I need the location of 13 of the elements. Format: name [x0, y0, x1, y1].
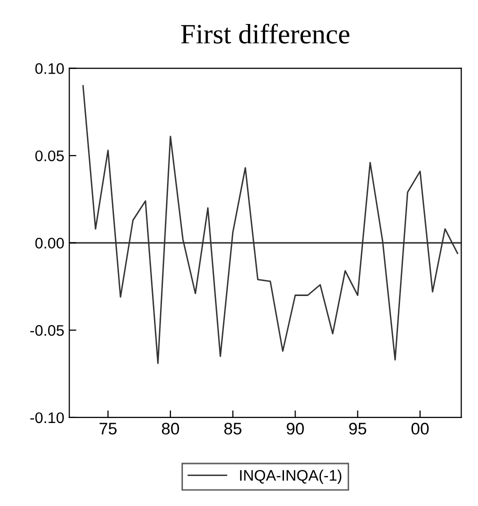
y-tick-label: -0.05	[30, 325, 64, 336]
x-tick-label: 85	[224, 422, 242, 435]
y-tick-label: 0.10	[35, 63, 64, 74]
x-tick-label: 00	[411, 422, 429, 435]
legend-label: INQA-INQA(-1)	[240, 470, 342, 484]
y-tick-label: 0.00	[35, 238, 64, 249]
chart-title: First difference	[181, 24, 350, 44]
x-tick-label: 80	[162, 422, 180, 435]
x-tick-label: 95	[349, 422, 366, 435]
x-tick-label: 90	[286, 422, 304, 435]
x-tick-label: 75	[100, 422, 117, 435]
y-tick-label: -0.10	[30, 412, 64, 424]
y-tick-label: 0.05	[35, 150, 64, 162]
